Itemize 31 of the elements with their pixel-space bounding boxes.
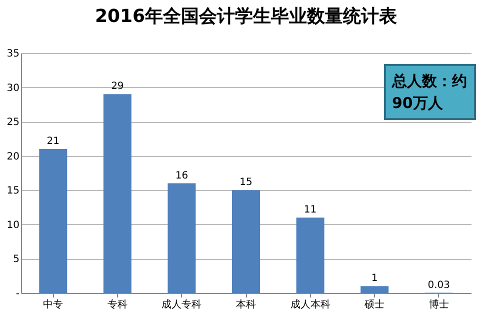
data-label: 15 [240, 177, 252, 188]
x-tick-label: 本科 [236, 298, 256, 310]
x-tick-label: 成人专科 [162, 298, 202, 310]
bar [103, 94, 132, 293]
y-tick-label: 20 [6, 151, 20, 162]
x-tick-label: 中专 [43, 298, 64, 310]
bar [296, 218, 324, 293]
bar [360, 286, 389, 293]
bar [39, 149, 68, 293]
y-tick-label: - [16, 288, 20, 300]
data-label: 1 [371, 273, 378, 284]
data-label: 29 [111, 81, 124, 92]
note-box: 总人数：约90万人 [384, 64, 476, 120]
y-tick-label: 30 [6, 82, 20, 94]
data-label: 11 [304, 204, 317, 216]
data-label: 16 [175, 170, 188, 182]
y-tick-label: 15 [6, 186, 20, 197]
x-tick-label: 博士 [428, 298, 449, 310]
y-tick-label: 35 [6, 48, 20, 60]
y-tick-label: 5 [13, 254, 20, 266]
data-label: 21 [46, 136, 60, 147]
annotation: 总人数：约90万人 [392, 71, 468, 114]
bar [168, 183, 196, 293]
y-tick-label: 10 [6, 220, 20, 231]
x-tick-label: 专科 [107, 298, 128, 310]
data-label: 0.03 [428, 280, 450, 291]
x-tick-label: 成人本科 [290, 298, 330, 310]
chart-title: 2016年全国会计学生毕业数量统计表 [94, 6, 398, 27]
bar [232, 190, 260, 293]
x-tick-label: 硕士 [364, 298, 385, 310]
y-tick-label: 25 [6, 117, 20, 128]
